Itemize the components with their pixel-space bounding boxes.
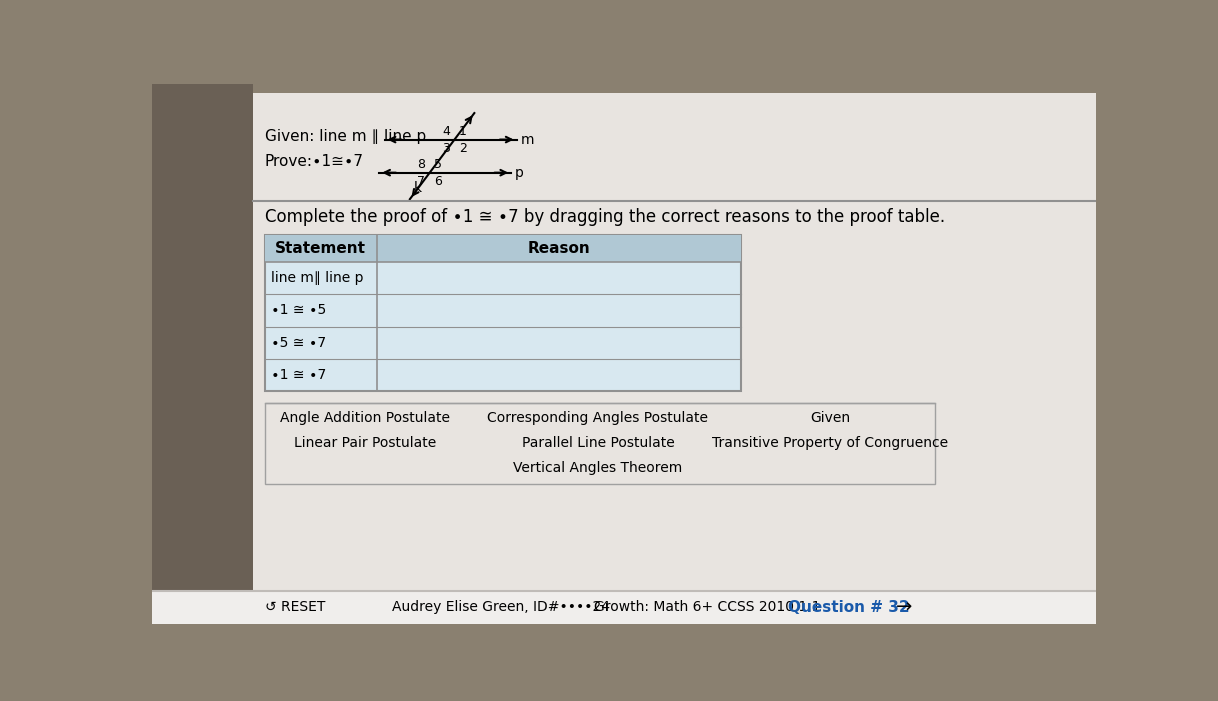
Text: ∙1 ≅ ∙5: ∙1 ≅ ∙5	[270, 304, 326, 318]
Text: Growth: Math 6+ CCSS 2010 1.1: Growth: Math 6+ CCSS 2010 1.1	[594, 600, 821, 614]
Text: p: p	[515, 165, 524, 179]
Text: Angle Addition Postulate: Angle Addition Postulate	[280, 411, 451, 426]
Text: →: →	[896, 598, 912, 617]
Bar	[264, 235, 742, 262]
Text: Transitive Property of Congruence: Transitive Property of Congruence	[713, 436, 949, 450]
Text: 7: 7	[418, 175, 425, 188]
Text: k: k	[414, 182, 421, 196]
Text: Prove:∙1≅∙7: Prove:∙1≅∙7	[264, 154, 364, 169]
Text: 1: 1	[459, 125, 466, 137]
Text: Vertical Angles Theorem: Vertical Angles Theorem	[513, 461, 682, 475]
Text: Statement: Statement	[275, 241, 367, 256]
Text: Audrey Elise Green, ID#••••24: Audrey Elise Green, ID#••••24	[392, 600, 610, 614]
Text: 8: 8	[418, 158, 425, 171]
Text: 2: 2	[459, 142, 466, 154]
Text: line m∥ line p: line m∥ line p	[270, 271, 363, 285]
Text: Corresponding Angles Postulate: Corresponding Angles Postulate	[487, 411, 709, 426]
Text: Parallel Line Postulate: Parallel Line Postulate	[521, 436, 675, 450]
Text: Linear Pair Postulate: Linear Pair Postulate	[295, 436, 436, 450]
Bar	[253, 93, 1096, 591]
Bar	[152, 84, 253, 624]
Text: ∙5 ≅ ∙7: ∙5 ≅ ∙7	[270, 336, 326, 350]
Bar	[152, 591, 1096, 624]
Text: ↺ RESET: ↺ RESET	[264, 600, 325, 614]
Text: 3: 3	[442, 142, 449, 154]
Text: Complete the proof of ∙1 ≅ ∙7 by dragging the correct reasons to the proof table: Complete the proof of ∙1 ≅ ∙7 by draggin…	[264, 207, 945, 226]
Text: ∙1 ≅ ∙7: ∙1 ≅ ∙7	[270, 368, 326, 382]
Text: 5: 5	[435, 158, 442, 171]
Text: m: m	[520, 132, 533, 147]
Text: 4: 4	[442, 125, 449, 137]
Bar	[264, 403, 935, 484]
Text: Given: line m ∥ line p: Given: line m ∥ line p	[264, 129, 426, 144]
Bar	[264, 235, 742, 391]
Text: Reason: Reason	[527, 241, 591, 256]
Text: Given: Given	[810, 411, 850, 426]
Text: 6: 6	[435, 175, 442, 188]
Text: Question # 32: Question # 32	[788, 600, 910, 615]
